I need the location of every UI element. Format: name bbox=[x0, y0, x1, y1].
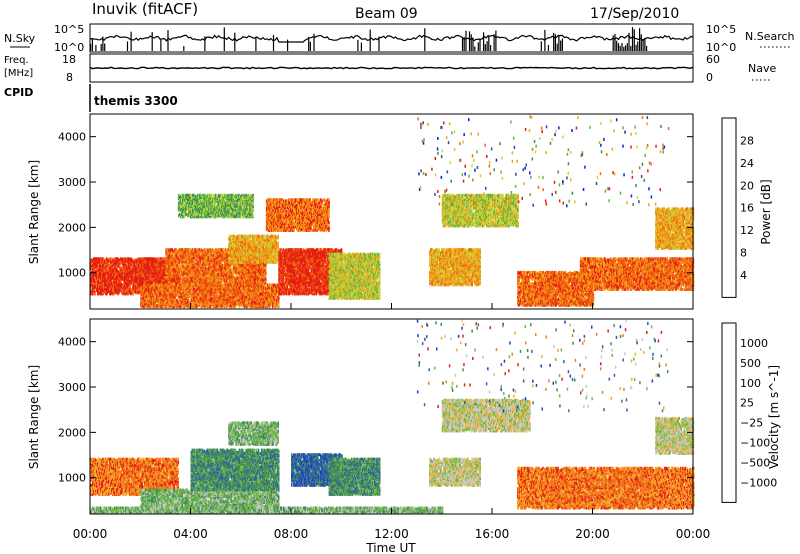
nsearch-bar bbox=[558, 36, 559, 51]
freq-trace bbox=[90, 67, 693, 68]
nsearch-bar bbox=[639, 28, 640, 51]
nsearch-bar bbox=[641, 34, 642, 51]
nsearch-bar bbox=[562, 38, 563, 51]
nsearch-bar bbox=[637, 42, 638, 52]
nsearch-bar bbox=[370, 30, 371, 51]
nsearch-bar bbox=[620, 46, 621, 51]
nsearch-bar bbox=[101, 44, 102, 51]
nsearch-bar bbox=[485, 44, 486, 51]
nsearch-bar bbox=[495, 31, 496, 51]
nsearch-bar bbox=[127, 42, 128, 52]
nsearch-bar bbox=[627, 43, 628, 51]
nsearch-bar bbox=[224, 27, 225, 51]
nsearch-bar bbox=[104, 43, 105, 51]
nsky-label: N.Sky bbox=[4, 32, 36, 45]
nsearch-bar bbox=[494, 34, 495, 51]
nsearch-bar bbox=[479, 38, 480, 51]
nsearch-bar bbox=[553, 33, 554, 51]
nsearch-bar bbox=[632, 27, 633, 51]
power-data bbox=[90, 115, 694, 308]
freq-tick-top: 18 bbox=[62, 53, 76, 66]
nsearch-bar bbox=[621, 43, 622, 51]
nsearch-bar bbox=[424, 28, 425, 51]
nsearch-bar bbox=[462, 38, 463, 51]
scatter-cell bbox=[171, 254, 173, 257]
nsearch-bar bbox=[469, 31, 470, 51]
nsearch-bar bbox=[646, 46, 647, 51]
beam-title: Beam 09 bbox=[355, 6, 418, 22]
nsearch-bar bbox=[618, 43, 619, 51]
scatter-cell bbox=[222, 283, 224, 286]
freq-tick-bottom: 8 bbox=[66, 71, 73, 84]
nsearch-bar bbox=[361, 43, 362, 51]
nsearch-bar bbox=[167, 30, 168, 51]
nsky-tick-top: 10^5 bbox=[54, 23, 84, 36]
nsearch-bars bbox=[90, 27, 647, 51]
nsearch-tick-top: 10^5 bbox=[706, 23, 736, 36]
cpid-label: CPID bbox=[4, 86, 33, 99]
nsearch-bar bbox=[255, 37, 256, 51]
nave-tick-top: 60 bbox=[706, 53, 720, 66]
nsearch-bar bbox=[310, 42, 311, 51]
scatter-cell bbox=[179, 281, 181, 284]
nsearch-bar bbox=[488, 36, 489, 51]
nsearch-bar bbox=[557, 44, 558, 51]
nsky-trace bbox=[90, 35, 693, 42]
nsearch-bar bbox=[472, 38, 473, 52]
nsearch-bar bbox=[287, 40, 288, 51]
freq-unit: [MHz] bbox=[4, 68, 33, 79]
date-title: 17/Sep/2010 bbox=[590, 6, 679, 22]
nsearch-bar bbox=[273, 35, 274, 51]
nsearch-bar bbox=[152, 32, 153, 51]
nsearch-bar bbox=[160, 40, 161, 51]
nsearch-bar bbox=[555, 34, 556, 51]
nsearch-bar bbox=[357, 40, 358, 51]
nsearch-bar bbox=[234, 33, 235, 51]
scatter-cell bbox=[110, 257, 112, 260]
nave-label: Nave bbox=[748, 62, 776, 75]
station-title: Inuvik (fitACF) bbox=[92, 0, 198, 18]
nsearch-bar bbox=[183, 46, 184, 51]
nsearch-bar bbox=[483, 32, 484, 51]
nsearch-bar bbox=[487, 41, 488, 51]
nsearch-bar bbox=[95, 45, 96, 51]
nsearch-bar bbox=[378, 37, 379, 51]
nave-tick-bottom: 0 bbox=[706, 71, 713, 84]
scatter-cell bbox=[157, 257, 159, 260]
nsearch-bar bbox=[643, 39, 644, 51]
nsearch-bar bbox=[308, 37, 309, 51]
nsearch-bar bbox=[313, 34, 314, 51]
nsearch-bar bbox=[634, 29, 635, 51]
nsearch-bar bbox=[471, 34, 472, 51]
nsearch-bar bbox=[102, 37, 103, 51]
cpid-value: themis 3300 bbox=[94, 94, 178, 108]
nsearch-bar bbox=[544, 30, 545, 51]
nsearch-bar bbox=[636, 45, 637, 51]
nsearch-bar bbox=[560, 41, 561, 52]
nsearch-bar bbox=[616, 41, 617, 51]
nsearch-bar bbox=[465, 31, 466, 51]
nsearch-bar bbox=[548, 45, 549, 51]
nsearch-bar bbox=[478, 42, 479, 51]
nsearch-bar bbox=[630, 46, 631, 51]
nsearch-bar bbox=[623, 47, 624, 51]
nsearch-bar bbox=[628, 33, 629, 51]
nsearch-bar bbox=[490, 45, 491, 51]
nsearch-bar bbox=[644, 38, 645, 51]
nsearch-bar bbox=[613, 36, 614, 52]
nsearch-bar bbox=[204, 36, 205, 51]
nsearch-label: N.Search bbox=[745, 30, 795, 43]
nsearch-bar bbox=[464, 37, 465, 51]
nsearch-bar bbox=[541, 41, 542, 51]
nsearch-bar bbox=[625, 45, 626, 51]
nsearch-bar bbox=[92, 39, 93, 51]
nsearch-bar bbox=[474, 47, 475, 52]
nsearch-bar bbox=[614, 34, 615, 51]
nsearch-bar bbox=[90, 44, 91, 51]
freq-label: Freq. bbox=[4, 55, 29, 66]
nsearch-bar bbox=[131, 32, 132, 51]
